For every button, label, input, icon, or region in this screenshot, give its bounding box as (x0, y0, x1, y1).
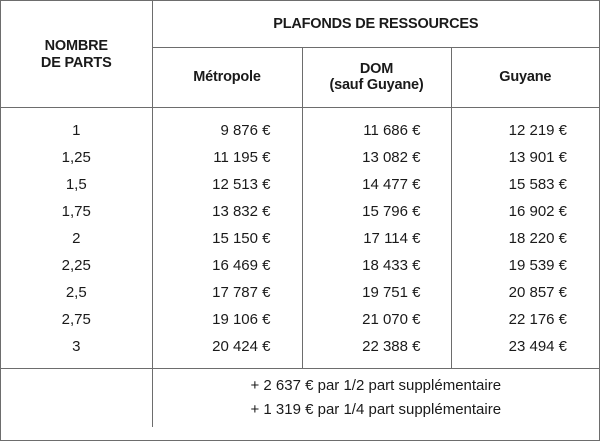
footer-row: + 2 637 € par 1/2 part supplémentaire + … (1, 367, 600, 427)
cell-parts: 2 (1, 225, 153, 252)
cell-parts: 1 (1, 107, 153, 144)
table-row: 1,75 13 832 € 15 796 € 16 902 € (1, 198, 600, 225)
footer-line-quarter-part: + 1 319 € par 1/4 part supplémentaire (250, 400, 502, 418)
cell-guyane: 13 901 € (450, 144, 600, 171)
header-metropole: Métropole (152, 47, 302, 108)
cell-dom: 13 082 € (301, 144, 451, 171)
cell-dom: 21 070 € (301, 306, 451, 333)
header-dom-line2: (sauf Guyane) (329, 77, 424, 93)
table-row: 2,25 16 469 € 18 433 € 19 539 € (1, 252, 600, 279)
plafonds-table: NOMBRE DE PARTS PLAFONDS DE RESSOURCES M… (1, 1, 600, 427)
cell-parts: 1,75 (1, 198, 153, 225)
header-plafonds: PLAFONDS DE RESSOURCES (152, 1, 600, 48)
cell-metropole: 20 424 € (212, 337, 271, 355)
table-row: 2,5 17 787 € 19 751 € 20 857 € (1, 279, 600, 306)
cell-parts: 1,25 (1, 144, 153, 171)
cell-guyane: 20 857 € (450, 279, 600, 306)
cell-dom: 14 477 € (301, 171, 451, 198)
footer-line-half-part: + 2 637 € par 1/2 part supplémentaire (250, 376, 502, 394)
footer-empty-cell (1, 367, 153, 427)
header-parts-line1: NOMBRE (44, 37, 108, 54)
cell-metropole: 16 469 € (212, 257, 271, 274)
cell-dom: 15 796 € (301, 198, 451, 225)
footer-supplement-note: + 2 637 € par 1/2 part supplémentaire + … (152, 367, 600, 427)
header-dom: DOM (sauf Guyane) (301, 47, 451, 108)
table-row: 2,75 19 106 € 21 070 € 22 176 € (1, 306, 600, 333)
cell-metropole: 9 876 € (220, 122, 271, 140)
cell-dom: 19 751 € (301, 279, 451, 306)
cell-dom: 11 686 € (301, 107, 451, 144)
cell-guyane: 22 176 € (450, 306, 600, 333)
cell-metropole: 12 513 € (212, 176, 271, 193)
cell-metropole: 15 150 € (212, 230, 271, 247)
table-row: 1,5 12 513 € 14 477 € 15 583 € (1, 171, 600, 198)
cell-dom: 22 388 € (301, 333, 451, 368)
cell-dom: 18 433 € (301, 252, 451, 279)
header-dom-line1: DOM (359, 61, 394, 77)
cell-metropole: 17 787 € (212, 284, 271, 301)
cell-parts: 3 (1, 333, 153, 368)
table-row: 3 20 424 € 22 388 € 23 494 € (1, 333, 600, 368)
cell-guyane: 19 539 € (450, 252, 600, 279)
cell-metropole: 13 832 € (212, 203, 271, 220)
cell-guyane: 16 902 € (450, 198, 600, 225)
cell-guyane: 23 494 € (450, 333, 600, 368)
cell-guyane: 18 220 € (450, 225, 600, 252)
table-row: 1 9 876 € 11 686 € 12 219 € (1, 107, 600, 144)
cell-parts: 2,25 (1, 252, 153, 279)
cell-dom: 17 114 € (301, 225, 451, 252)
cell-metropole: 11 195 € (213, 149, 271, 166)
cell-metropole: 19 106 € (212, 311, 271, 328)
header-parts-line2: DE PARTS (40, 54, 112, 71)
cell-parts: 2,5 (1, 279, 153, 306)
table-row: 2 15 150 € 17 114 € 18 220 € (1, 225, 600, 252)
header-guyane: Guyane (450, 47, 600, 108)
cell-guyane: 12 219 € (450, 107, 600, 144)
cell-parts: 1,5 (1, 171, 153, 198)
table-row: 1,25 11 195 € 13 082 € 13 901 € (1, 144, 600, 171)
header-nombre-de-parts: NOMBRE DE PARTS (1, 1, 153, 108)
cell-parts: 2,75 (1, 306, 153, 333)
cell-guyane: 15 583 € (450, 171, 600, 198)
